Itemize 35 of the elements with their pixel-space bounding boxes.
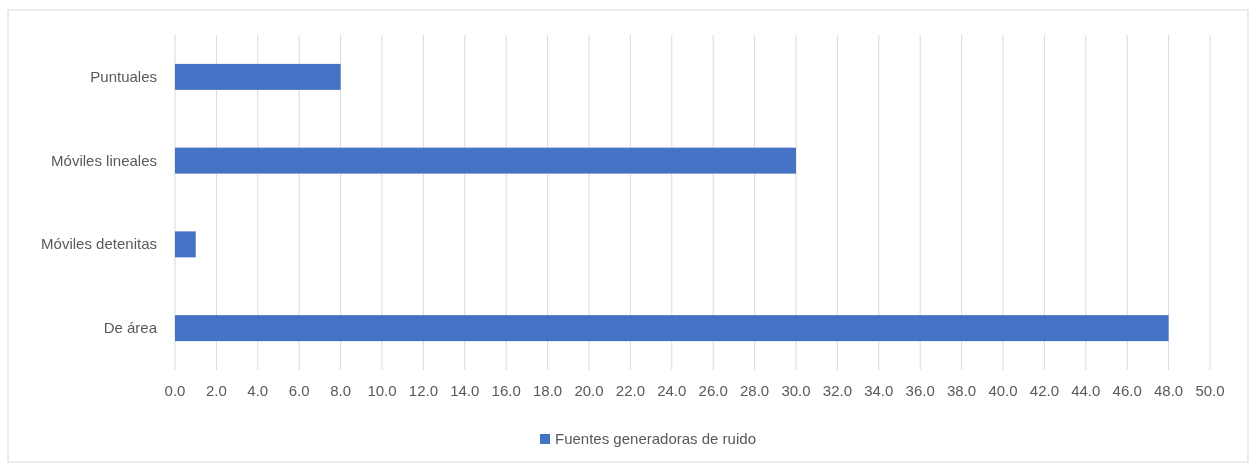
x-tick-label: 28.0: [740, 382, 770, 399]
y-tick-label: Móviles detenitas: [41, 235, 157, 253]
x-tick-label: 36.0: [905, 382, 935, 399]
x-tick-label: 30.0: [781, 382, 811, 399]
x-tick-label: 46.0: [1112, 382, 1142, 399]
x-tick-label: 10.0: [367, 382, 397, 399]
y-tick-label: Móviles lineales: [51, 151, 157, 169]
x-tick-label: 22.0: [615, 382, 645, 399]
x-tick-label: 8.0: [330, 382, 352, 399]
x-tick-label: 38.0: [947, 382, 977, 399]
x-tick-label: 32.0: [822, 382, 852, 399]
x-tick-label: 50.0: [1195, 382, 1225, 399]
x-tick-label: 48.0: [1154, 382, 1184, 399]
x-tick-label: 2.0: [205, 382, 227, 399]
bar: [175, 231, 196, 258]
x-tick-label: 6.0: [288, 382, 310, 399]
x-tick-label: 40.0: [988, 382, 1018, 399]
x-tick-label: 0.0: [164, 382, 186, 399]
x-tick-label: 26.0: [698, 382, 728, 399]
x-tick-label: 12.0: [408, 382, 438, 399]
x-tick-label: 44.0: [1071, 382, 1101, 399]
x-tick-label: 14.0: [450, 382, 480, 399]
x-tick-label: 20.0: [574, 382, 604, 399]
x-tick-label: 42.0: [1029, 382, 1059, 399]
x-tick-label: 24.0: [657, 382, 687, 399]
legend-label: Fuentes generadoras de ruido: [555, 430, 756, 447]
bar: [175, 147, 796, 174]
x-tick-label: 18.0: [533, 382, 563, 399]
bar: [175, 63, 341, 90]
bar: [175, 315, 1169, 342]
y-tick-label: De área: [103, 319, 158, 337]
x-tick-label: 16.0: [491, 382, 521, 399]
x-tick-label: 4.0: [247, 382, 269, 399]
y-tick-label: Puntuales: [90, 67, 157, 85]
x-tick-label: 34.0: [864, 382, 894, 399]
